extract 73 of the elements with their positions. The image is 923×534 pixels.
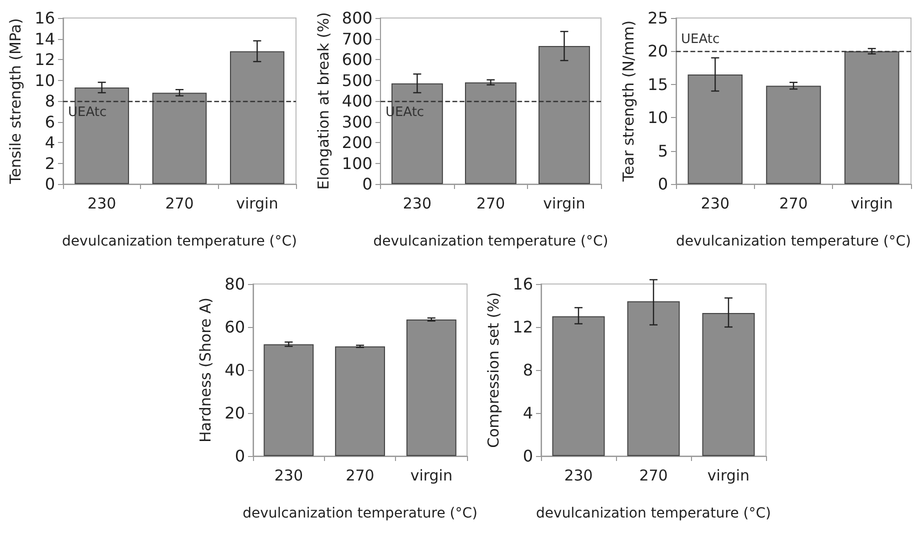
y-tick-label: 8 [44, 92, 55, 110]
y-tick-label: 0 [658, 174, 668, 194]
bar [538, 46, 590, 184]
y-tick-label: 5 [658, 141, 668, 160]
bar [464, 82, 516, 184]
x-tick-label: virgin [543, 194, 586, 212]
y-tick-label: 200 [342, 133, 372, 152]
x-tick-label: 270 [165, 194, 194, 212]
x-tick-label: 230 [402, 194, 432, 212]
y-tick-label: 16 [512, 274, 533, 294]
y-axis-title: Compression set (%) [484, 292, 502, 448]
bar [844, 51, 900, 184]
x-tick-label: virgin [236, 194, 278, 212]
x-tick-label: 230 [564, 466, 593, 484]
x-axis-title: devulcanization temperature (°C) [676, 234, 911, 250]
y-tick-label: 0 [44, 174, 55, 194]
x-tick-label: virgin [410, 466, 452, 484]
y-tick-label: 16 [34, 8, 55, 28]
bar [627, 301, 680, 456]
x-axis-title: devulcanization temperature (°C) [373, 234, 608, 250]
x-tick-label: 230 [274, 466, 303, 484]
x-tick-label: virgin [850, 194, 893, 212]
y-tick-label: 0 [522, 446, 533, 466]
x-axis-title: devulcanization temperature (°C) [242, 506, 478, 522]
x-tick-label: 230 [88, 194, 116, 212]
y-tick-label: 20 [648, 42, 668, 61]
bar [688, 74, 743, 184]
y-tick-label: 4 [44, 133, 55, 152]
bar [152, 92, 207, 184]
y-tick-label: 4 [522, 404, 533, 422]
y-tick-label: 12 [512, 318, 533, 336]
y-axis-title: Tear strength (N/mm) [620, 20, 638, 183]
bar [230, 51, 284, 184]
bar [552, 316, 605, 456]
y-tick-label: 60 [224, 318, 245, 336]
y-tick-label: 25 [648, 8, 668, 28]
y-axis-title: Hardness (Shore A) [196, 297, 214, 443]
y-tick-label: 10 [648, 108, 668, 128]
bar [264, 344, 314, 456]
y-tick-label: 100 [342, 154, 372, 173]
y-tick-label: 800 [342, 8, 372, 28]
y-tick-label: 8 [522, 360, 533, 380]
x-tick-label: 270 [639, 466, 668, 484]
x-axis-title: devulcanization temperature (°C) [62, 234, 297, 250]
x-tick-label: 270 [346, 466, 374, 484]
bar [335, 346, 386, 456]
y-tick-label: 600 [342, 50, 372, 69]
y-tick-label: 0 [234, 446, 245, 466]
y-axis-title: Tensile strength (MPa) [6, 18, 24, 185]
y-tick-label: 400 [342, 92, 372, 110]
bar [702, 313, 755, 456]
y-tick-label: 500 [342, 70, 372, 90]
y-tick-label: 12 [34, 50, 55, 69]
x-tick-label: 230 [700, 194, 730, 212]
y-axis-title: Elongation at break (%) [314, 12, 332, 190]
y-tick-label: 80 [224, 274, 245, 294]
y-tick-label: 300 [342, 112, 372, 132]
y-tick-label: 20 [224, 404, 245, 422]
x-axis-title: devulcanization temperature (°C) [536, 506, 771, 522]
x-tick-label: 270 [476, 194, 506, 212]
y-tick-label: 700 [342, 29, 372, 48]
y-tick-label: 40 [224, 360, 245, 380]
y-tick-label: 10 [34, 70, 55, 90]
y-tick-label: 15 [648, 74, 668, 94]
x-tick-label: 270 [779, 194, 808, 212]
y-tick-label: 14 [34, 29, 55, 48]
ref-line-label: UEAtc [681, 32, 720, 48]
bar [766, 86, 821, 184]
y-tick-label: 0 [362, 174, 372, 194]
bar [406, 319, 456, 456]
y-tick-label: 6 [44, 112, 55, 132]
y-tick-label: 2 [44, 154, 55, 173]
x-tick-label: virgin [707, 466, 750, 484]
